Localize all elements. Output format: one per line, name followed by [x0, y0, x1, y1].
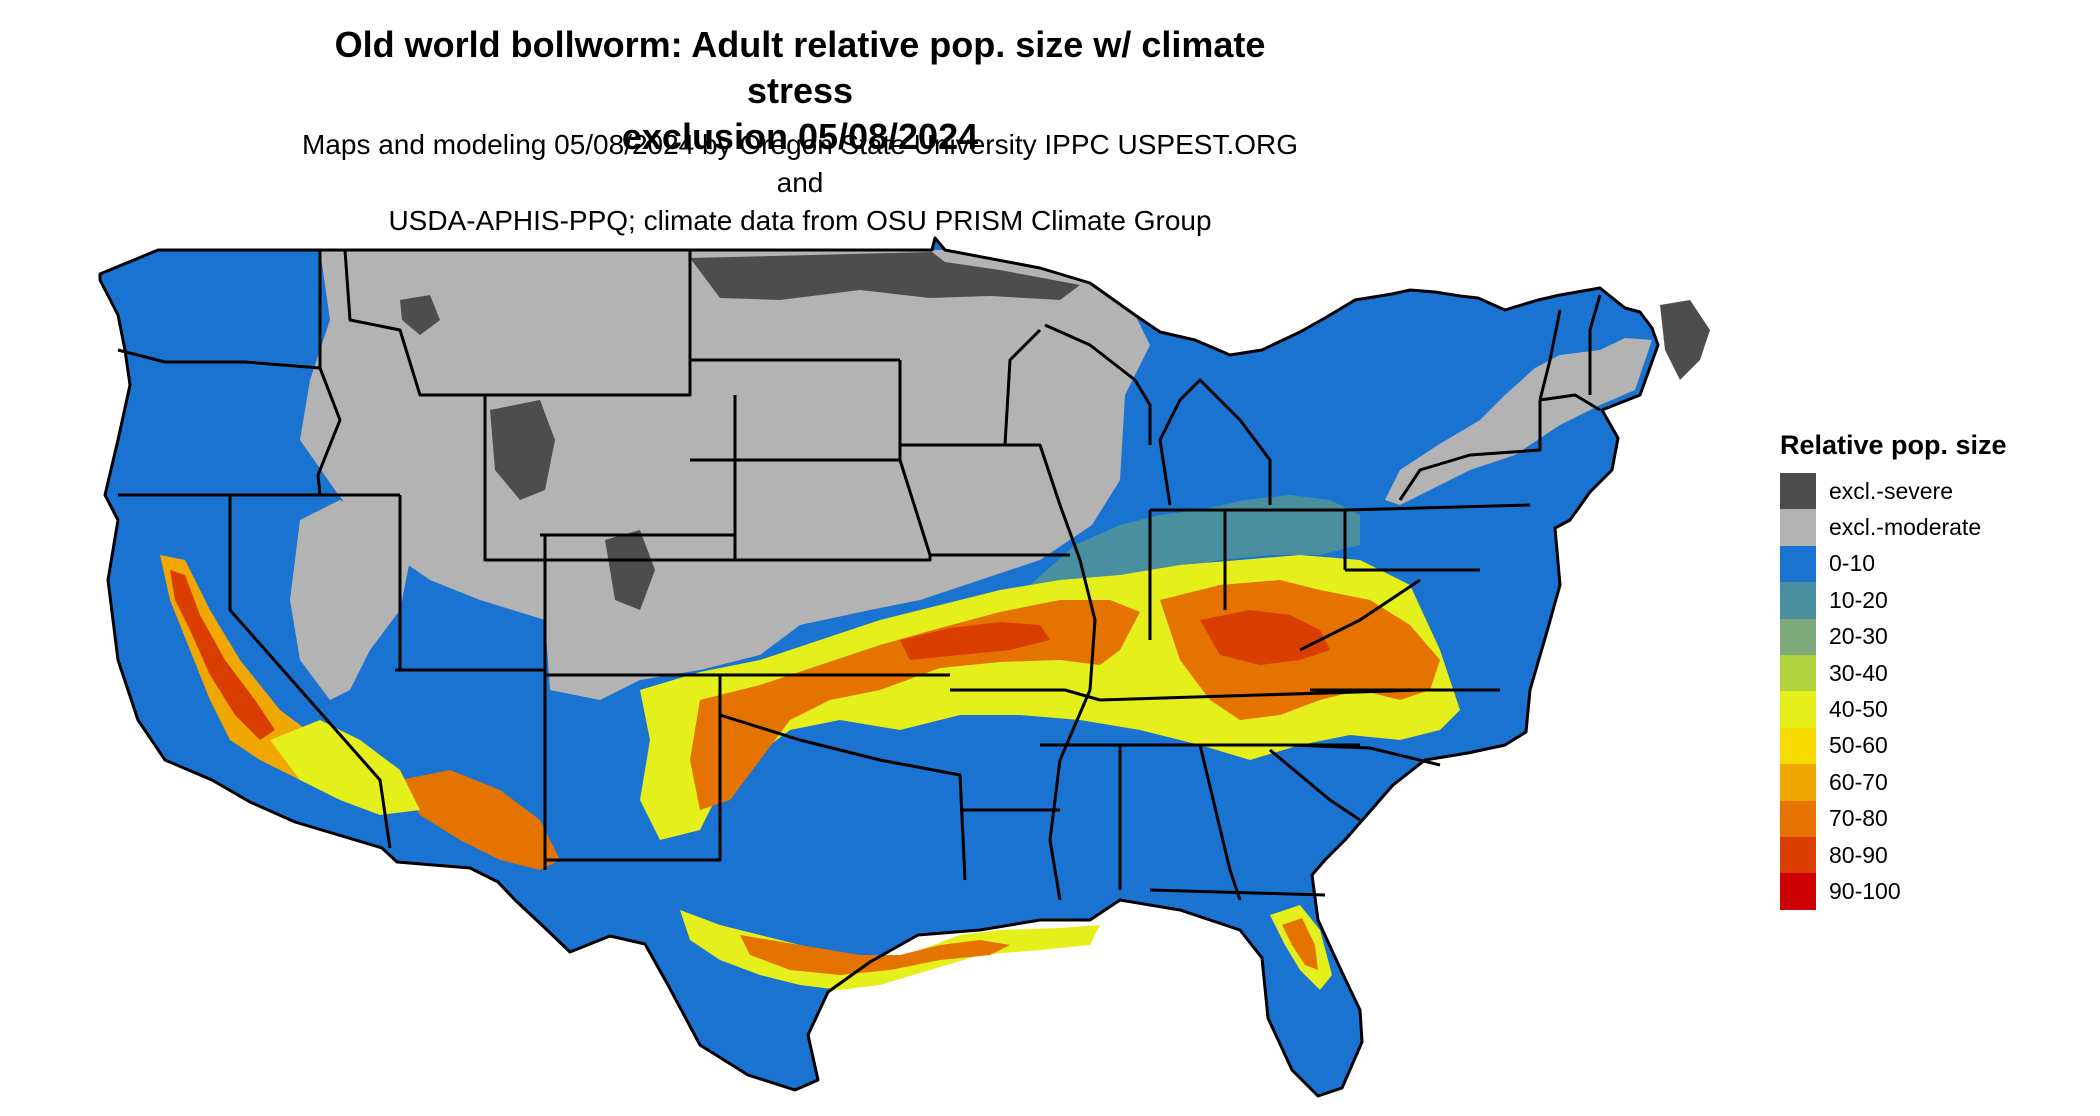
- legend-label: 60-70: [1829, 768, 1888, 795]
- legend-label: 80-90: [1829, 841, 1888, 868]
- map-title-line-1: Old world bollworm: Adult relative pop. …: [334, 24, 1266, 111]
- legend-swatch: [1780, 836, 1816, 874]
- legend-label: 0-10: [1829, 550, 1876, 577]
- legend-swatch: [1780, 727, 1816, 765]
- band-gulf-coast-core: [740, 935, 1010, 975]
- legend-swatch: [1780, 691, 1816, 728]
- legend-item: excl.-severe: [1780, 473, 2007, 510]
- legend-label: excl.-severe: [1829, 477, 1953, 504]
- band-southwest: [400, 770, 560, 870]
- legend-swatch: [1780, 473, 1816, 510]
- map-subtitle: Maps and modeling 05/08/2024 by Oregon S…: [300, 126, 1300, 240]
- legend-label: 40-50: [1829, 696, 1888, 723]
- map-subtitle-line-2: USDA-APHIS-PPQ; climate data from OSU PR…: [388, 205, 1212, 236]
- legend-item: 50-60: [1780, 727, 2007, 765]
- legend-swatch: [1780, 873, 1816, 910]
- excl-moderate-northeast: [1385, 338, 1652, 505]
- legend-swatch: [1780, 509, 1816, 546]
- legend-label: 50-60: [1829, 732, 1888, 759]
- legend-swatch: [1780, 582, 1816, 619]
- band-gulf-coast: [680, 910, 1100, 990]
- band-70-90: [690, 600, 1140, 810]
- legend-swatch: [1780, 618, 1816, 655]
- band-california-core: [170, 570, 275, 740]
- legend-items: excl.-severe excl.-moderate 0-10 10-20 20-30…: [1780, 473, 2007, 910]
- band-80-90-plains: [900, 622, 1050, 660]
- legend-swatch: [1780, 800, 1816, 837]
- map-title-line-2: exclusion 05/08/2024: [621, 116, 979, 157]
- state-boundaries: [98, 236, 1660, 1098]
- legend-swatch: [1780, 654, 1816, 692]
- legend: Relative pop. size excl.-severe excl.-mod…: [1780, 430, 2007, 910]
- legend-label: excl.-moderate: [1829, 514, 1982, 541]
- legend-title: Relative pop. size: [1780, 430, 2007, 460]
- legend-label: 30-40: [1829, 659, 1888, 686]
- legend-item: 30-40: [1780, 654, 2007, 692]
- band-florida-core: [1282, 918, 1318, 970]
- legend-item: 20-30: [1780, 618, 2007, 655]
- legend-label: 70-80: [1829, 805, 1888, 832]
- map-title: Old world bollworm: Adult relative pop. …: [300, 22, 1300, 160]
- map-subtitle-line-1: Maps and modeling 05/08/2024 by Oregon S…: [301, 129, 1299, 198]
- legend-label: 10-20: [1829, 586, 1888, 613]
- legend-swatch: [1780, 545, 1816, 583]
- legend-item: 80-90: [1780, 836, 2007, 874]
- legend-swatch: [1780, 764, 1816, 801]
- legend-item: 70-80: [1780, 800, 2007, 837]
- band-10-30: [1030, 495, 1360, 600]
- band-80-90-east: [1200, 610, 1330, 665]
- legend-item: 0-10: [1780, 545, 2007, 583]
- excl-severe-patches: [400, 252, 1710, 610]
- legend-item: excl.-moderate: [1780, 509, 2007, 546]
- legend-item: 40-50: [1780, 691, 2007, 728]
- legend-item: 90-100: [1780, 873, 2007, 910]
- legend-item: 60-70: [1780, 764, 2007, 801]
- legend-label: 90-100: [1829, 877, 1901, 904]
- excl-moderate-region: [300, 250, 1150, 700]
- excl-moderate-west: [290, 500, 410, 700]
- legend-item: 10-20: [1780, 582, 2007, 619]
- legend-label: 20-30: [1829, 623, 1888, 650]
